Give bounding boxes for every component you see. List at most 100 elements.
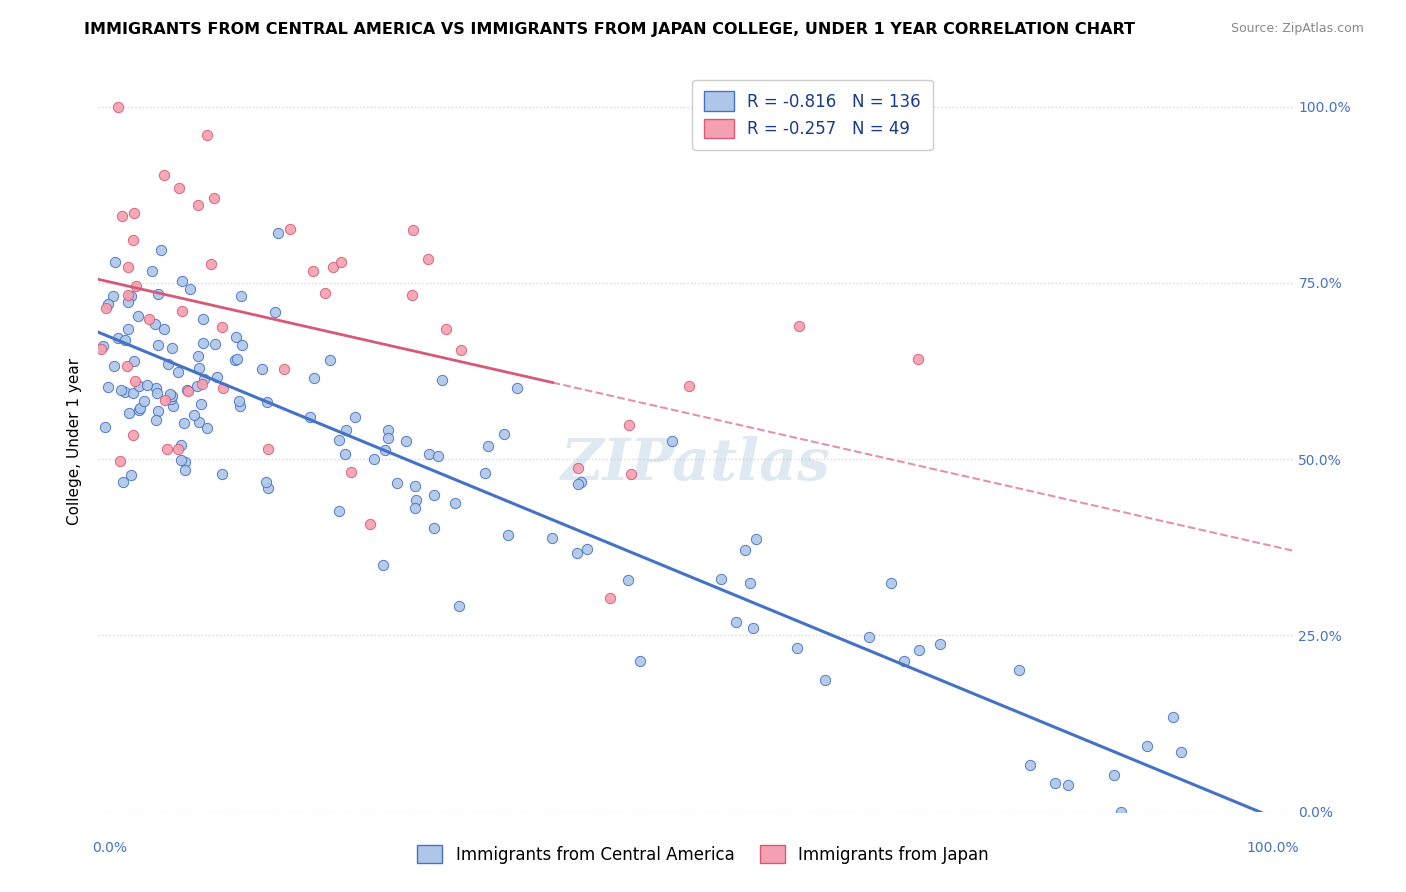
Point (474, 466, 496, 480)
Point (186, 379, 208, 393)
Point (146, 338, 169, 352)
Point (814, 673, 837, 688)
Point (128, 379, 150, 393)
Point (371, 558, 394, 572)
Point (404, 479, 426, 493)
Point (742, 621, 765, 635)
Point (273, 361, 295, 376)
Point (121, 289, 143, 303)
Point (496, 528, 519, 542)
Point (207, 370, 229, 384)
Point (1111, 805, 1133, 819)
Point (125, 279, 148, 293)
Point (190, 397, 212, 411)
Point (146, 403, 169, 417)
Point (97, 380, 120, 394)
Point (1018, 758, 1040, 772)
Point (117, 294, 139, 309)
Point (202, 191, 225, 205)
Point (1008, 663, 1031, 677)
Point (254, 475, 277, 489)
Point (204, 337, 226, 351)
Point (166, 365, 188, 379)
Point (418, 447, 440, 461)
Point (120, 468, 142, 483)
Point (176, 384, 198, 398)
Point (789, 319, 811, 334)
Point (167, 442, 190, 456)
Point (153, 168, 176, 182)
Point (363, 451, 385, 466)
Point (170, 304, 193, 318)
Point (190, 377, 212, 392)
Point (339, 465, 361, 479)
Point (256, 442, 278, 456)
Point (678, 379, 700, 393)
Point (160, 392, 183, 406)
Point (91, 339, 114, 353)
Point (117, 322, 139, 336)
Point (179, 282, 201, 296)
Legend: R = -0.816   N = 136, R = -0.257   N = 49: R = -0.816 N = 136, R = -0.257 N = 49 (692, 79, 932, 150)
Point (146, 286, 169, 301)
Point (506, 381, 529, 395)
Point (111, 209, 134, 223)
Point (786, 640, 808, 655)
Point (94, 301, 117, 315)
Point (135, 377, 157, 392)
Point (617, 573, 640, 587)
Point (226, 351, 249, 366)
Point (302, 370, 325, 384)
Point (1135, 739, 1157, 753)
Point (302, 263, 325, 277)
Point (228, 394, 250, 409)
Point (450, 343, 472, 358)
Text: ZIPatlas: ZIPatlas (561, 435, 831, 492)
Point (187, 198, 209, 212)
Point (401, 288, 423, 302)
Point (122, 354, 145, 368)
Point (405, 493, 427, 508)
Point (449, 599, 471, 613)
Point (191, 336, 214, 351)
Point (228, 399, 250, 413)
Point (1170, 746, 1192, 760)
Text: 0.0%: 0.0% (93, 841, 128, 855)
Point (134, 393, 156, 408)
Point (101, 288, 124, 302)
Point (90, 342, 112, 356)
Point (103, 359, 125, 373)
Point (114, 334, 136, 348)
Point (229, 289, 252, 303)
Point (128, 402, 150, 417)
Point (858, 630, 880, 644)
Point (110, 383, 132, 397)
Point (404, 500, 426, 515)
Point (127, 309, 149, 323)
Point (143, 317, 166, 331)
Point (335, 447, 357, 461)
Point (477, 439, 499, 453)
Point (187, 349, 209, 363)
Point (104, 255, 127, 269)
Point (145, 413, 167, 427)
Point (314, 285, 336, 300)
Point (740, 575, 762, 590)
Point (97, 297, 120, 311)
Point (193, 372, 215, 386)
Legend: Immigrants from Central America, Immigrants from Japan: Immigrants from Central America, Immigra… (411, 838, 995, 871)
Point (183, 408, 205, 422)
Point (434, 322, 457, 336)
Point (156, 442, 179, 456)
Point (153, 322, 176, 336)
Point (893, 654, 915, 668)
Point (122, 205, 145, 219)
Point (494, 427, 516, 442)
Text: Source: ZipAtlas.com: Source: ZipAtlas.com (1230, 22, 1364, 36)
Point (567, 461, 589, 475)
Point (170, 453, 193, 467)
Point (112, 475, 135, 489)
Point (427, 450, 450, 464)
Point (250, 362, 273, 376)
Point (374, 442, 396, 457)
